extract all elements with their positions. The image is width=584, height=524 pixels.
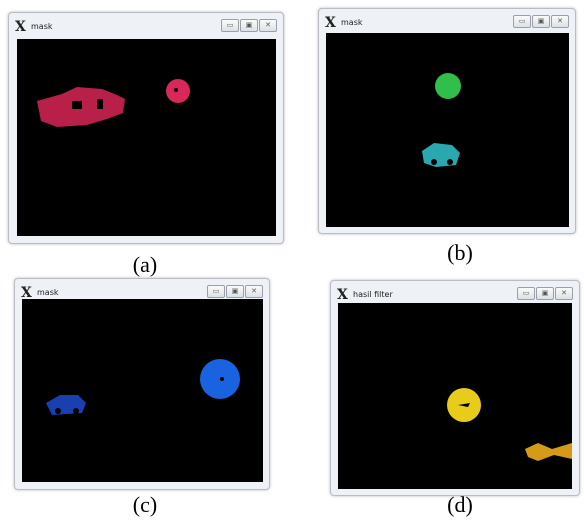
title-bar: X mask ▭▣✕	[325, 15, 569, 31]
minimize-button[interactable]: ▭	[513, 15, 531, 28]
window: X mask ▭▣✕	[14, 278, 270, 490]
window-title: mask	[31, 22, 53, 31]
maximize-button[interactable]: ▣	[536, 287, 554, 300]
maximize-button[interactable]: ▣	[226, 285, 244, 298]
maximize-button[interactable]: ▣	[240, 19, 258, 32]
image-view	[22, 299, 263, 482]
window: X mask ▭▣✕	[318, 8, 576, 234]
app-icon: X	[325, 15, 336, 31]
window-title: hasil filter	[353, 290, 393, 299]
mask-image	[326, 33, 569, 227]
app-icon: X	[15, 19, 26, 35]
window-title: mask	[37, 288, 59, 297]
figure: X mask ▭▣✕ (a) X mask ▭▣✕ (b) X mask ▭▣✕	[0, 0, 584, 524]
caption: (d)	[447, 492, 473, 518]
filter-image	[338, 303, 572, 489]
minimize-button[interactable]: ▭	[517, 287, 535, 300]
caption: (b)	[447, 240, 473, 266]
caption: (c)	[133, 492, 157, 518]
close-button[interactable]: ✕	[551, 15, 569, 28]
window: X hasil filter ▭▣✕	[330, 280, 580, 496]
image-view	[326, 33, 569, 227]
title-bar: X mask ▭▣✕	[15, 19, 277, 35]
close-button[interactable]: ✕	[555, 287, 573, 300]
window: X mask ▭▣✕	[8, 12, 284, 244]
image-view	[17, 39, 276, 236]
app-icon: X	[337, 287, 348, 303]
minimize-button[interactable]: ▭	[221, 19, 239, 32]
image-view	[338, 303, 572, 489]
mask-image	[22, 299, 263, 482]
minimize-button[interactable]: ▭	[207, 285, 225, 298]
maximize-button[interactable]: ▣	[532, 15, 550, 28]
caption: (a)	[133, 252, 157, 278]
close-button[interactable]: ✕	[259, 19, 277, 32]
window-title: mask	[341, 18, 363, 27]
title-bar: X hasil filter ▭▣✕	[337, 287, 573, 303]
close-button[interactable]: ✕	[245, 285, 263, 298]
mask-image	[17, 39, 276, 236]
